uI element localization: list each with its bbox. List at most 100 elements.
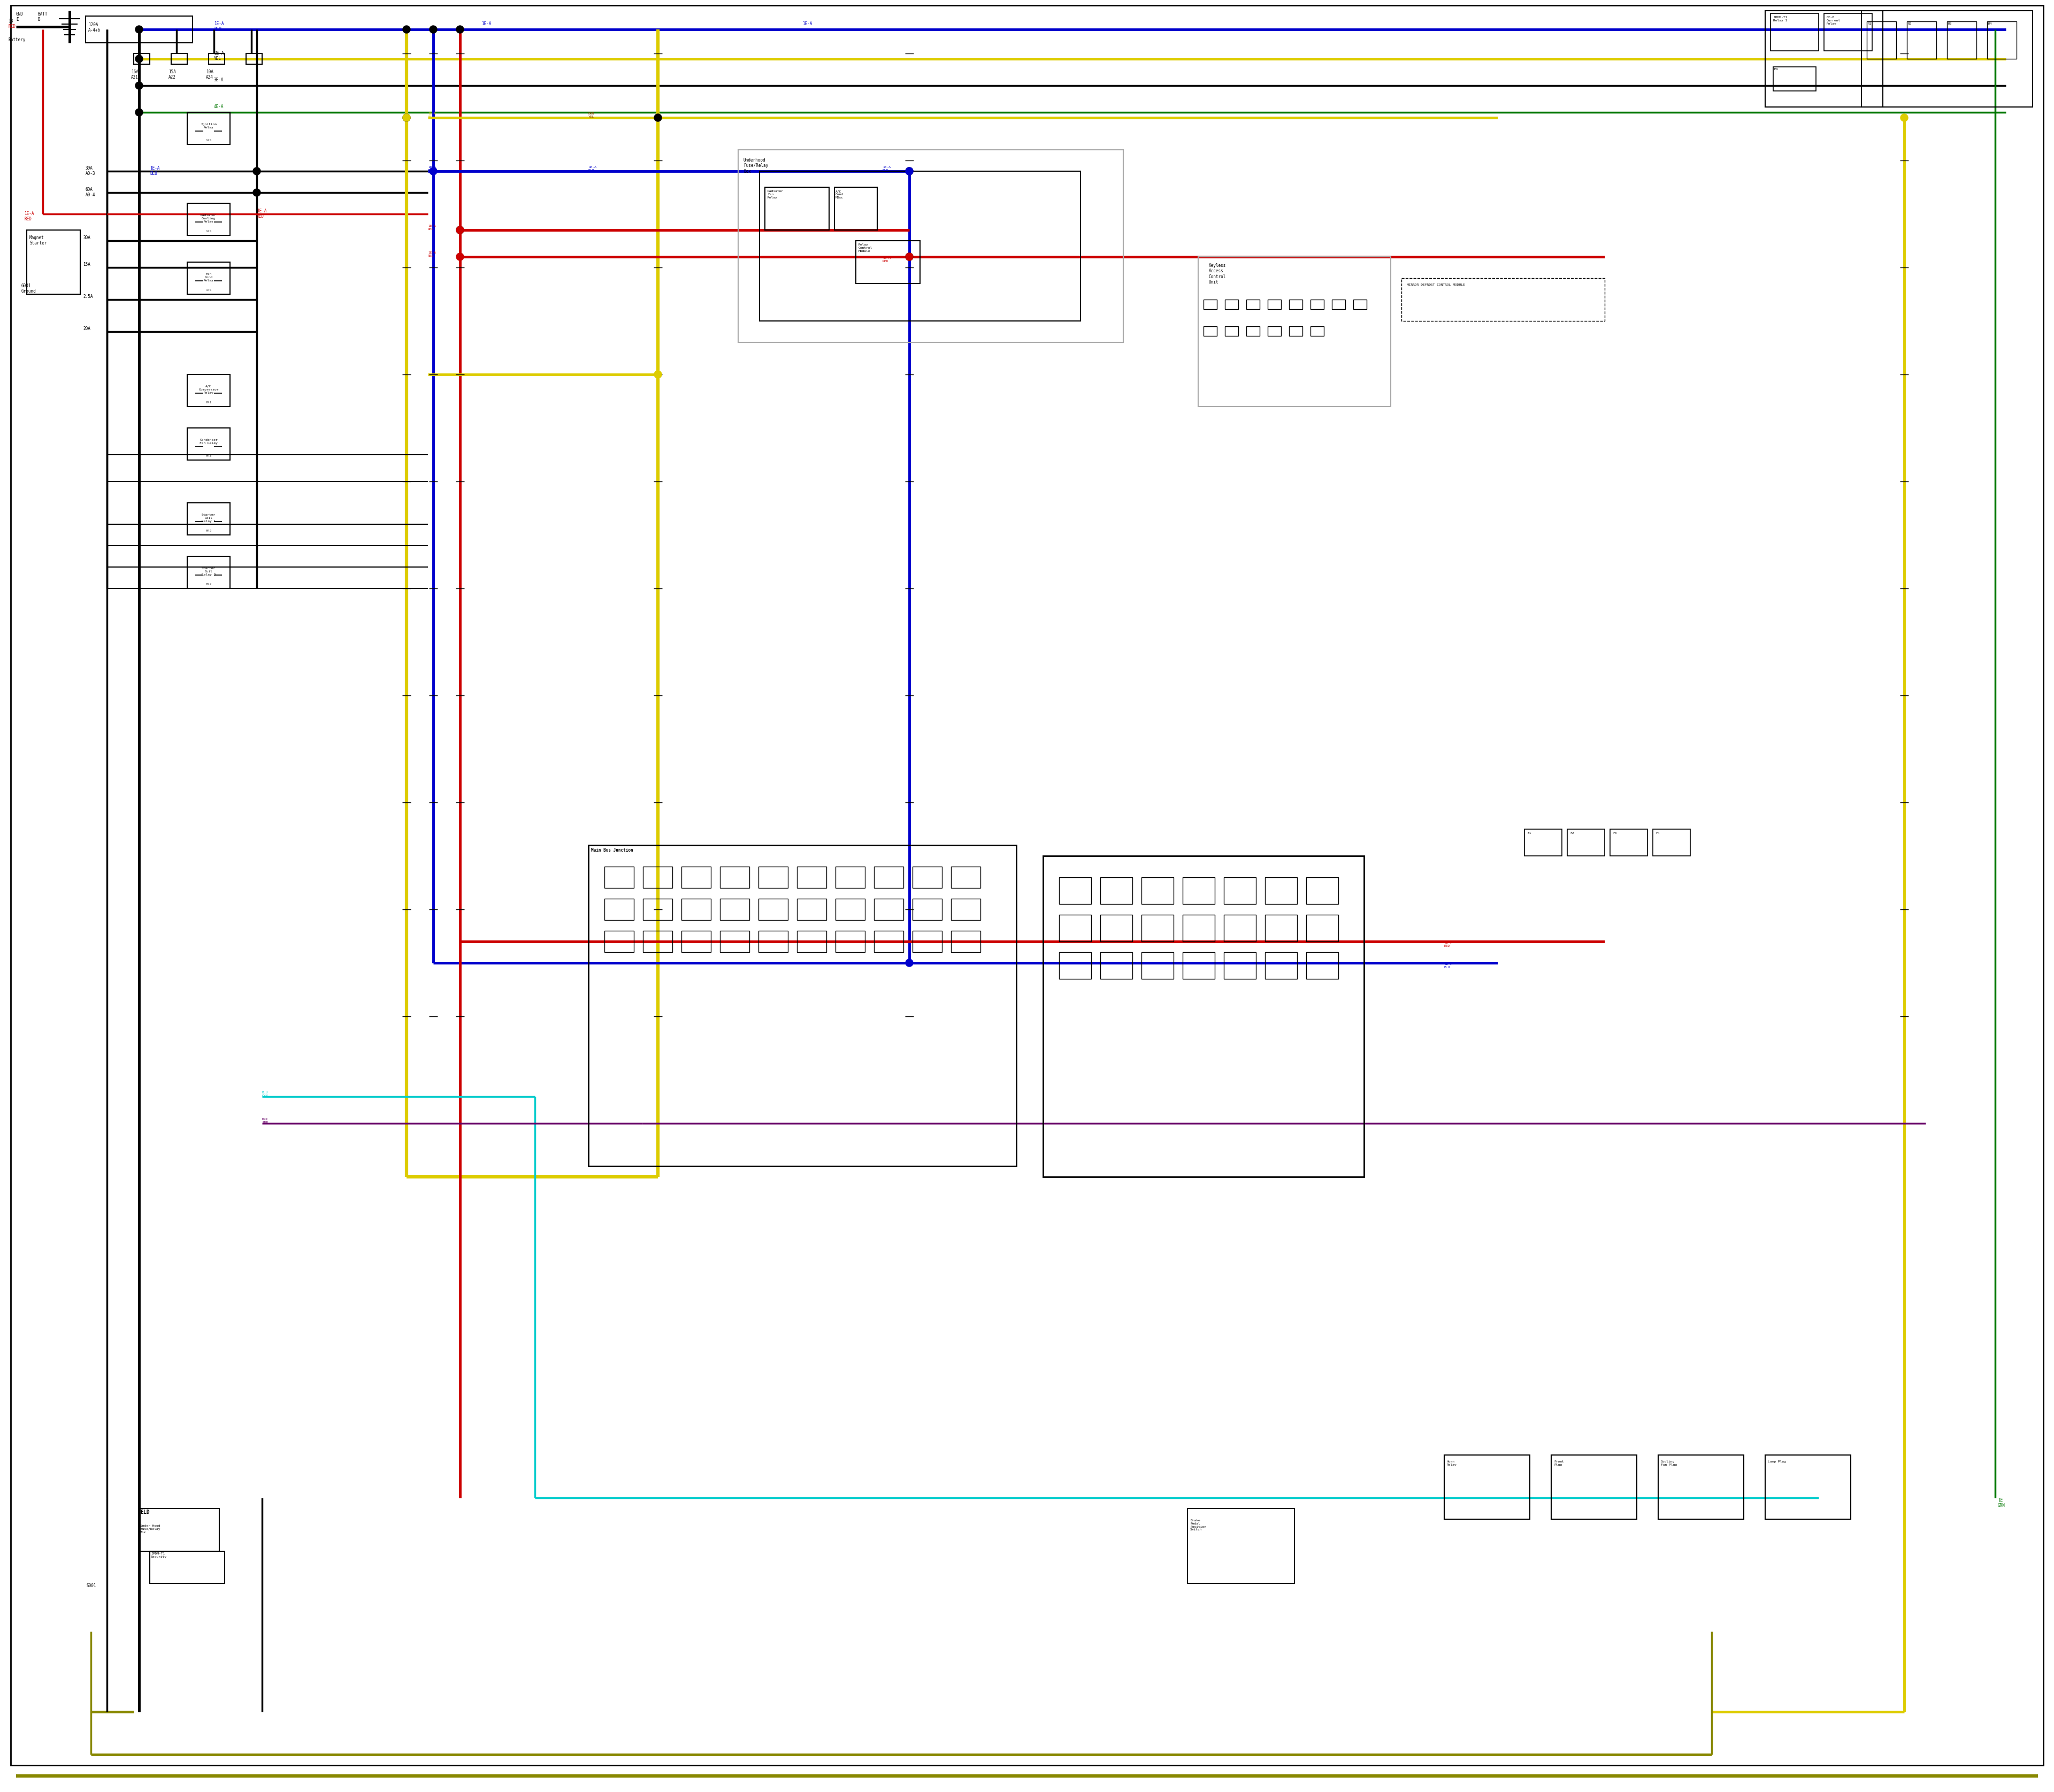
Bar xyxy=(187,262,230,294)
Bar xyxy=(587,846,1017,1167)
Bar xyxy=(912,867,943,889)
Bar xyxy=(187,504,230,536)
Bar xyxy=(1197,256,1391,407)
Bar xyxy=(875,930,904,952)
Bar xyxy=(758,930,789,952)
Bar xyxy=(187,556,230,588)
Bar xyxy=(875,867,904,889)
Bar xyxy=(1142,952,1173,978)
Text: RED: RED xyxy=(8,23,16,29)
Bar xyxy=(1204,326,1216,335)
Bar xyxy=(1771,13,1818,50)
Bar xyxy=(1567,830,1604,857)
Bar xyxy=(1101,914,1132,941)
Bar xyxy=(912,898,943,919)
Text: BRN
YEL: BRN YEL xyxy=(587,113,594,118)
Circle shape xyxy=(906,959,914,966)
Bar xyxy=(643,898,672,919)
Text: 1E-A
BLU: 1E-A BLU xyxy=(883,167,891,172)
Bar xyxy=(1354,299,1366,310)
Bar xyxy=(682,867,711,889)
Bar xyxy=(1267,299,1282,310)
Text: R4: R4 xyxy=(1988,23,1992,25)
Text: 1E-A: 1E-A xyxy=(803,22,811,27)
Text: DRK
PUR: DRK PUR xyxy=(263,1118,269,1124)
Text: 15A
A22: 15A A22 xyxy=(168,70,177,81)
Text: 14S: 14S xyxy=(205,229,212,233)
Text: F2: F2 xyxy=(1569,831,1573,835)
Bar xyxy=(140,1509,220,1552)
Text: 1E-A
RED: 1E-A RED xyxy=(1444,941,1452,948)
Text: 30A: 30A xyxy=(82,235,90,240)
Bar xyxy=(1142,914,1173,941)
Text: 60A
A0-4: 60A A0-4 xyxy=(86,186,94,197)
Bar xyxy=(1290,326,1302,335)
Text: R3: R3 xyxy=(1947,23,1951,25)
Circle shape xyxy=(653,371,661,378)
Text: 1E-A
RED: 1E-A RED xyxy=(25,211,35,222)
Bar xyxy=(1247,299,1259,310)
Text: Relay
Control
Module: Relay Control Module xyxy=(859,244,873,253)
Bar xyxy=(1310,299,1325,310)
Circle shape xyxy=(429,25,438,34)
Bar xyxy=(1265,878,1298,903)
Text: BLU
CYN: BLU CYN xyxy=(263,1091,269,1097)
Bar xyxy=(1861,11,2033,108)
Circle shape xyxy=(136,82,144,90)
Text: 2E-A
YEL: 2E-A YEL xyxy=(214,50,224,61)
Circle shape xyxy=(456,253,464,260)
Bar xyxy=(134,54,150,65)
Bar xyxy=(1658,1455,1744,1520)
Text: Main Bus Junction: Main Bus Junction xyxy=(592,848,633,853)
Bar xyxy=(1401,278,1604,321)
Bar xyxy=(951,898,980,919)
Text: M43: M43 xyxy=(205,455,212,457)
Bar xyxy=(1764,11,1884,108)
Bar xyxy=(1824,13,1871,50)
Bar xyxy=(1183,952,1214,978)
Bar xyxy=(1183,878,1214,903)
Text: Condenser
Fan Relay: Condenser Fan Relay xyxy=(199,439,218,444)
Text: Radiator
Cooling
Relay: Radiator Cooling Relay xyxy=(201,213,216,222)
Bar xyxy=(737,151,1124,342)
Circle shape xyxy=(1900,115,1908,122)
Bar xyxy=(1060,914,1091,941)
Text: A/C
Cond
MGsc: A/C Cond MGsc xyxy=(836,190,844,199)
Bar xyxy=(187,202,230,235)
Bar xyxy=(604,898,635,919)
Bar xyxy=(1986,22,2017,59)
Bar xyxy=(643,867,672,889)
Text: 4E-A: 4E-A xyxy=(214,104,224,109)
Bar xyxy=(875,898,904,919)
Text: Keyless
Access
Control
Unit: Keyless Access Control Unit xyxy=(1210,263,1226,285)
Bar xyxy=(187,113,230,145)
Text: 1E-A
BLU: 1E-A BLU xyxy=(1444,962,1452,969)
Text: 1E-A
BLU: 1E-A BLU xyxy=(587,167,596,172)
Text: 1B: 1B xyxy=(8,18,12,23)
Circle shape xyxy=(429,167,438,176)
Circle shape xyxy=(403,115,411,122)
Text: 3E-A: 3E-A xyxy=(214,77,224,82)
Bar xyxy=(1764,1455,1851,1520)
Bar xyxy=(210,54,224,65)
Bar xyxy=(1610,830,1647,857)
Text: Radiator
Fan
Relay: Radiator Fan Relay xyxy=(768,190,785,199)
Circle shape xyxy=(403,115,411,122)
Bar xyxy=(1060,952,1091,978)
Text: Starter
Coil
Relay 2: Starter Coil Relay 2 xyxy=(201,566,216,575)
Bar xyxy=(1265,914,1298,941)
Text: 14S: 14S xyxy=(205,289,212,292)
Bar xyxy=(1290,299,1302,310)
Bar xyxy=(1331,299,1345,310)
Text: 30A
A0-3: 30A A0-3 xyxy=(86,167,94,176)
Bar xyxy=(797,898,826,919)
Bar xyxy=(764,186,830,229)
Bar xyxy=(1524,830,1561,857)
Text: Magnet
Starter: Magnet Starter xyxy=(29,235,47,246)
Bar xyxy=(1142,878,1173,903)
Bar xyxy=(834,186,877,229)
Bar xyxy=(1653,830,1690,857)
Bar xyxy=(1551,1455,1637,1520)
Bar xyxy=(643,930,672,952)
Bar xyxy=(836,867,865,889)
